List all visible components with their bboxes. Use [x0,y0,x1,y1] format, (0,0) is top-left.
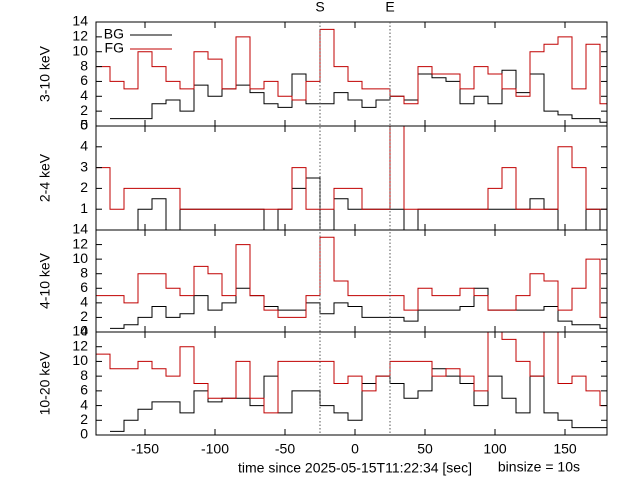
x-tick-label: -50 [275,441,295,457]
binsize-note: binsize = 10s [498,459,580,475]
y-tick-label: 3 [80,158,88,174]
y-tick-label: 14 [72,13,88,29]
y-tick-label: 4 [80,87,88,103]
step-line [96,331,607,414]
y-tick-label: 1 [80,200,88,216]
y-tick-label: 0 [80,426,88,442]
x-tick-label: 0 [351,441,359,457]
step-line [96,177,607,231]
y-tick-label: 6 [80,382,88,398]
y-tick-label: 14 [72,323,88,339]
step-line [96,28,607,105]
step-line [110,287,607,329]
y-axis-label: 4-10 keV [37,252,53,309]
step-line [96,125,607,210]
y-tick-label: 8 [80,367,88,383]
y-tick-label: 2 [80,308,88,324]
y-tick-label: 6 [80,279,88,295]
y-tick-label: 12 [72,235,88,251]
y-tick-label: 2 [80,411,88,427]
panel-frame [95,125,608,231]
y-tick-label: 10 [72,250,88,266]
y-tick-label: 2 [80,102,88,118]
y-tick-label: 4 [80,294,88,310]
y-tick-label: 12 [72,28,88,44]
y-axis-label: 3-10 keV [37,45,53,102]
y-tick-label: 8 [80,264,88,280]
marker-label: S [315,0,324,15]
step-line [96,236,607,318]
y-tick-label: 0 [80,117,88,133]
y-axis-label: 2-4 keV [37,153,53,202]
legend-label: BG [104,26,124,42]
y-tick-label: 8 [80,57,88,73]
y-axis-label: 10-20 keV [37,351,53,415]
y-tick-label: 10 [72,352,88,368]
plot-area [96,28,607,432]
y-tick-label: 6 [80,72,88,88]
y-tick-label: 14 [72,221,88,237]
x-tick-label: -100 [201,441,229,457]
y-tick-label: 12 [72,337,88,353]
x-axis-label: time since 2025-05-15T11:22:34 [sec] [238,460,472,476]
panel-frame [95,331,608,436]
y-tick-label: 0 [80,323,88,339]
y-tick-label: 5 [80,117,88,133]
x-tick-label: 100 [483,441,507,457]
step-line [110,69,607,123]
y-tick-label: 10 [72,42,88,58]
y-tick-label: 4 [80,396,88,412]
marker-label: E [385,0,394,15]
x-tick-label: -150 [131,441,159,457]
x-tick-label: 50 [417,441,433,457]
y-tick-label: 2 [80,179,88,195]
x-tick-label: 150 [553,441,577,457]
legend-label: FG [105,40,124,56]
y-tick-label: 4 [80,138,88,154]
